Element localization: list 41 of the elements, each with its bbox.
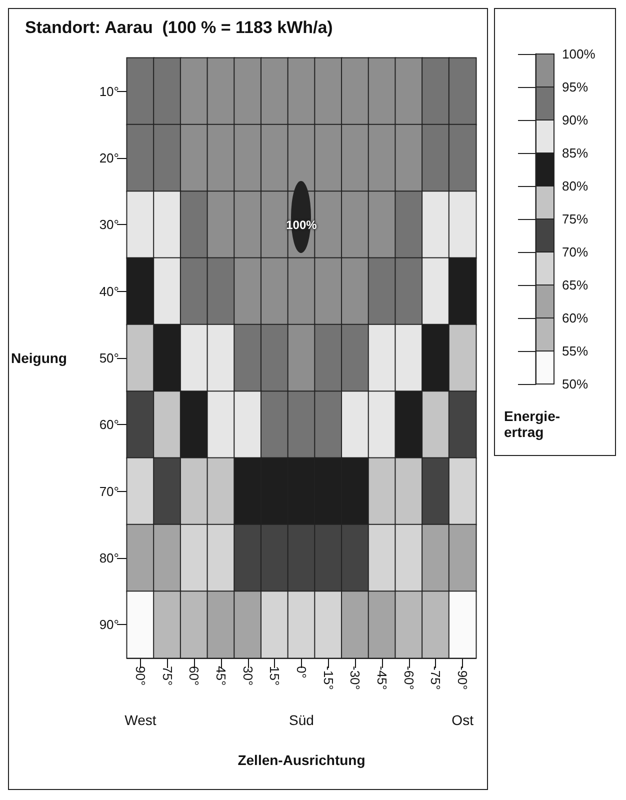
x-tick-label: 60° [186, 666, 202, 686]
text: Ost [452, 712, 474, 728]
x-tick-label: 90° [132, 666, 148, 686]
color-bar-label: 100% [562, 46, 596, 62]
x-tick-label: 45° [213, 666, 228, 686]
color-bar-label: 75% [562, 212, 588, 226]
color-bar-label: 50% [562, 376, 588, 392]
x-tick-label: -90° [455, 666, 470, 690]
color-bar-label: 65% [562, 278, 588, 292]
x-axis-title: Zellen-Ausrichtung [238, 752, 366, 768]
x-tick-label: 0° [294, 666, 309, 678]
color-bar-label: 70% [562, 244, 588, 260]
chart-title: Standort: Aarau (100 % = 1183 kWh/a) [25, 18, 333, 37]
x-tick-label: 30° [240, 666, 256, 686]
y-axis-title: Neigung [10, 350, 67, 366]
color-bar-label: 60% [562, 310, 588, 326]
annotation: 100% [285, 216, 318, 234]
y-tick-label: 20° [99, 150, 119, 166]
y-tick-label: 90° [99, 617, 119, 632]
x-tick-label: -30° [348, 666, 363, 690]
color-bar-label: 55% [562, 344, 588, 358]
x-tick-label: -15° [320, 666, 336, 690]
y-tick-label: 10° [99, 84, 119, 99]
y-tick-label: 60° [99, 417, 119, 432]
color-bar-label: 95% [562, 80, 588, 94]
x-tick-label: 75° [160, 666, 175, 686]
y-tick-label: 30° [99, 217, 119, 232]
color-bar-title: Energie-ertrag [504, 408, 560, 440]
text: West [124, 712, 156, 728]
y-tick-label: 70° [99, 484, 119, 499]
x-tick-label: -75° [428, 666, 444, 690]
x-tick-label: -45° [374, 666, 390, 690]
color-bar-label: 85% [562, 146, 588, 160]
y-tick-label: 80° [99, 550, 119, 566]
color-bar-label: 80% [562, 178, 588, 194]
text: Süd [289, 712, 314, 728]
x-tick-label: -60° [401, 666, 416, 690]
y-tick-label: 50° [99, 350, 119, 366]
y-tick-label: 40° [99, 284, 119, 299]
x-tick-label: 15° [267, 666, 282, 686]
color-bar-label: 90% [562, 112, 588, 128]
